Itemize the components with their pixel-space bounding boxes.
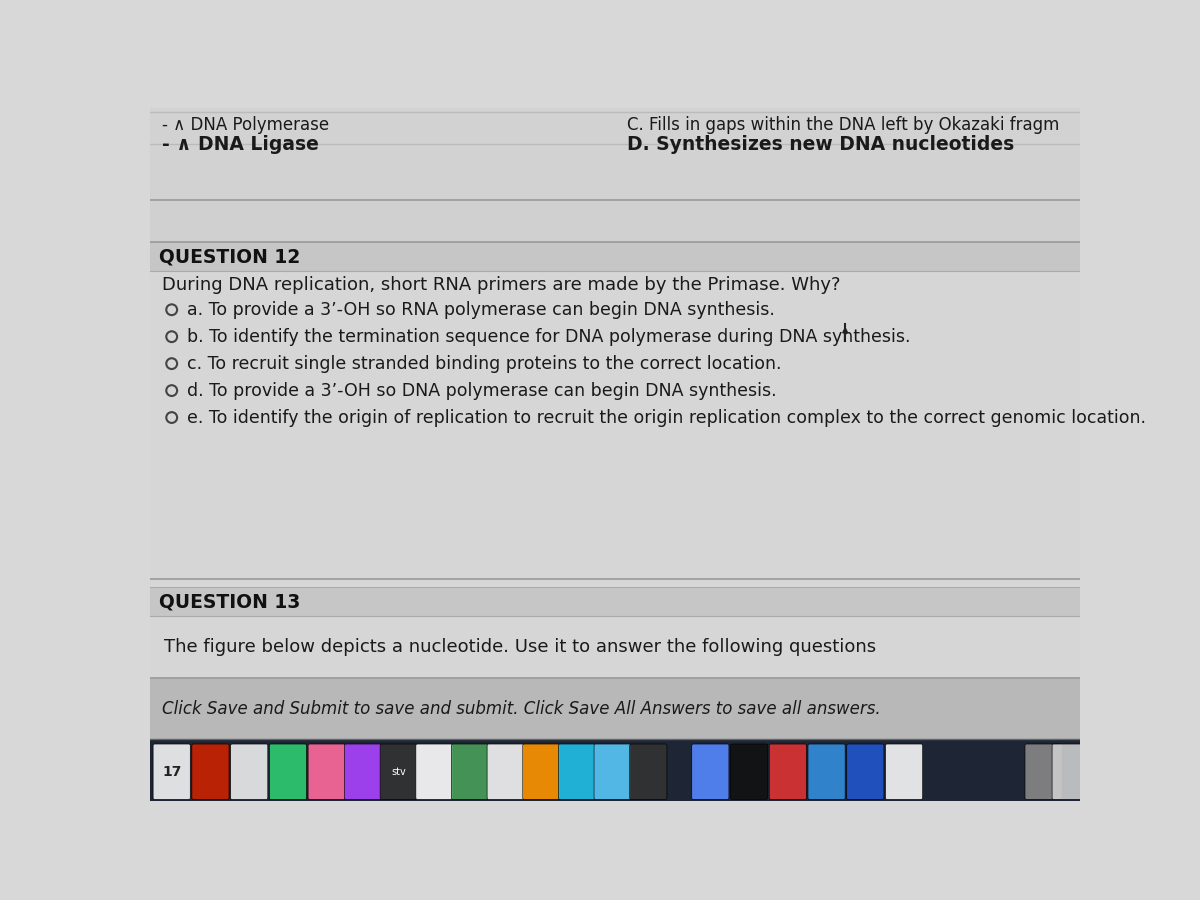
Text: - ∧ DNA Ligase: - ∧ DNA Ligase xyxy=(162,135,318,154)
FancyBboxPatch shape xyxy=(558,744,595,799)
FancyBboxPatch shape xyxy=(192,744,229,799)
FancyBboxPatch shape xyxy=(416,744,454,799)
Text: 17: 17 xyxy=(162,765,181,778)
Text: b. To identify the termination sequence for DNA polymerase during DNA synthesis.: b. To identify the termination sequence … xyxy=(187,328,911,346)
Bar xyxy=(150,740,1080,801)
FancyBboxPatch shape xyxy=(308,744,346,799)
Text: - ∧ DNA Polymerase: - ∧ DNA Polymerase xyxy=(162,116,329,134)
FancyBboxPatch shape xyxy=(769,744,806,799)
Text: Click Save and Submit to save and submit. Click Save All Answers to save all ans: Click Save and Submit to save and submit… xyxy=(162,699,881,717)
FancyBboxPatch shape xyxy=(1025,744,1062,799)
Bar xyxy=(150,242,1080,271)
Text: QUESTION 12: QUESTION 12 xyxy=(160,248,300,266)
FancyBboxPatch shape xyxy=(487,744,524,799)
Text: QUESTION 13: QUESTION 13 xyxy=(160,592,301,611)
FancyBboxPatch shape xyxy=(1052,744,1090,799)
FancyBboxPatch shape xyxy=(344,744,382,799)
Bar xyxy=(150,678,1080,740)
Text: d. To provide a 3’-OH so DNA polymerase can begin DNA synthesis.: d. To provide a 3’-OH so DNA polymerase … xyxy=(187,382,776,400)
FancyBboxPatch shape xyxy=(269,744,306,799)
FancyBboxPatch shape xyxy=(380,744,418,799)
Text: D. Synthesizes new DNA nucleotides: D. Synthesizes new DNA nucleotides xyxy=(626,135,1014,154)
FancyBboxPatch shape xyxy=(731,744,768,799)
Text: The figure below depicts a nucleotide. Use it to answer the following questions: The figure below depicts a nucleotide. U… xyxy=(164,638,876,656)
FancyBboxPatch shape xyxy=(154,744,191,799)
FancyBboxPatch shape xyxy=(630,744,667,799)
FancyBboxPatch shape xyxy=(451,744,488,799)
FancyBboxPatch shape xyxy=(847,744,884,799)
Bar xyxy=(150,587,1080,617)
FancyBboxPatch shape xyxy=(808,744,845,799)
Bar xyxy=(150,616,1080,678)
Text: During DNA replication, short RNA primers are made by the Primase. Why?: During DNA replication, short RNA primer… xyxy=(162,276,840,294)
FancyBboxPatch shape xyxy=(691,744,728,799)
Text: a. To provide a 3’-OH so RNA polymerase can begin DNA synthesis.: a. To provide a 3’-OH so RNA polymerase … xyxy=(187,301,775,319)
Text: c. To recruit single stranded binding proteins to the correct location.: c. To recruit single stranded binding pr… xyxy=(187,355,781,373)
FancyBboxPatch shape xyxy=(523,744,560,799)
Text: e. To identify the origin of replication to recruit the origin replication compl: e. To identify the origin of replication… xyxy=(187,409,1146,427)
Bar xyxy=(150,108,1080,201)
FancyBboxPatch shape xyxy=(594,744,631,799)
Bar xyxy=(150,271,1080,585)
Text: stv: stv xyxy=(391,767,406,777)
Text: C. Fills in gaps within the DNA left by Okazaki fragm: C. Fills in gaps within the DNA left by … xyxy=(626,116,1060,134)
Bar xyxy=(150,201,1080,242)
FancyBboxPatch shape xyxy=(230,744,268,799)
FancyBboxPatch shape xyxy=(886,744,923,799)
